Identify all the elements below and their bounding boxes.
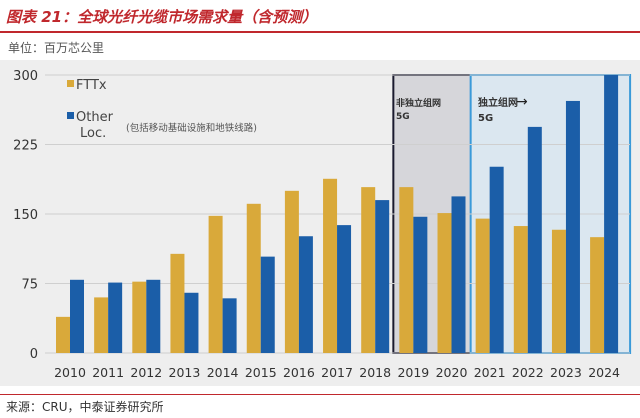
- bar-fttx-2018: [361, 187, 376, 353]
- legend-swatch-fttx: [67, 80, 74, 87]
- bar-fttx-2013: [170, 253, 185, 353]
- x-tick-label: 2016: [283, 365, 315, 380]
- x-tick-label: 2019: [397, 365, 429, 380]
- bar-other-2010: [70, 279, 84, 353]
- x-tick-label: 2020: [436, 365, 468, 380]
- y-tick-label: 75: [21, 278, 38, 293]
- bar-other-2016: [298, 236, 313, 353]
- x-tick-label: 2014: [207, 365, 239, 380]
- bar-fttx-2016: [284, 190, 299, 353]
- legend-label-other: Other: [76, 110, 114, 125]
- y-tick-label: 225: [13, 139, 38, 154]
- bar-fttx-2017: [323, 178, 338, 353]
- nsa-label: 非独立组网: [396, 97, 441, 109]
- bar-other-2012: [146, 279, 161, 353]
- bar-fttx-2010: [56, 316, 70, 353]
- bar-fttx-2014: [208, 215, 223, 353]
- legend-label-fttx: FTTx: [76, 78, 107, 93]
- x-tick-label: 2010: [54, 365, 86, 380]
- bar-fttx-2012: [132, 281, 147, 353]
- bar-fttx-2023: [551, 229, 566, 353]
- bar-fttx-2015: [246, 203, 261, 353]
- bar-other-2023: [565, 100, 580, 354]
- bar-other-2017: [337, 225, 352, 353]
- x-tick-label: 2015: [245, 365, 277, 380]
- bar-fttx-2020: [437, 213, 452, 353]
- unit-label: 单位：百万芯公里: [8, 41, 105, 55]
- x-tick-label: 2018: [359, 365, 391, 380]
- legend-swatch-other: [67, 112, 74, 119]
- bar-other-2015: [260, 256, 275, 353]
- source-rule: [0, 394, 640, 395]
- bar-other-2024: [604, 75, 619, 353]
- x-tick-label: 2021: [474, 365, 506, 380]
- legend-label-other-2: Loc.: [80, 126, 106, 141]
- sa-label: 独立组网: [478, 96, 518, 109]
- sa-label-5g: 5G: [478, 113, 493, 124]
- bar-other-2018: [375, 200, 390, 353]
- bar-other-2022: [527, 126, 542, 353]
- x-tick-label: 2024: [588, 365, 620, 380]
- x-tick-label: 2012: [130, 365, 162, 380]
- figure-title: 图表 21：全球光纤光缆市场需求量（含预测）: [6, 8, 318, 26]
- bar-other-2014: [222, 298, 237, 353]
- title-rule: [0, 31, 640, 33]
- bar-other-2020: [451, 196, 466, 353]
- bar-other-2019: [413, 216, 428, 353]
- y-tick-label: 300: [13, 69, 38, 84]
- bar-fttx-2024: [590, 237, 605, 353]
- x-tick-label: 2017: [321, 365, 353, 380]
- bar-other-2011: [108, 282, 123, 353]
- source-note: 来源：CRU，中泰证券研究所: [6, 400, 164, 414]
- y-tick-label: 150: [13, 208, 38, 223]
- arrow-icon: →: [516, 94, 528, 110]
- bar-other-2021: [489, 166, 504, 353]
- bar-other-2013: [184, 292, 199, 353]
- nsa-label-5g: 5G: [396, 112, 410, 122]
- bar-fttx-2022: [513, 226, 528, 353]
- other-note: (包括移动基础设施和地铁线路): [126, 122, 257, 134]
- x-tick-label: 2022: [512, 365, 544, 380]
- bar-fttx-2021: [475, 218, 490, 353]
- x-tick-label: 2023: [550, 365, 582, 380]
- x-tick-label: 2013: [169, 365, 201, 380]
- bar-fttx-2011: [94, 297, 109, 353]
- y-tick-label: 0: [30, 347, 38, 362]
- bar-fttx-2019: [399, 187, 414, 353]
- x-tick-label: 2011: [92, 365, 124, 380]
